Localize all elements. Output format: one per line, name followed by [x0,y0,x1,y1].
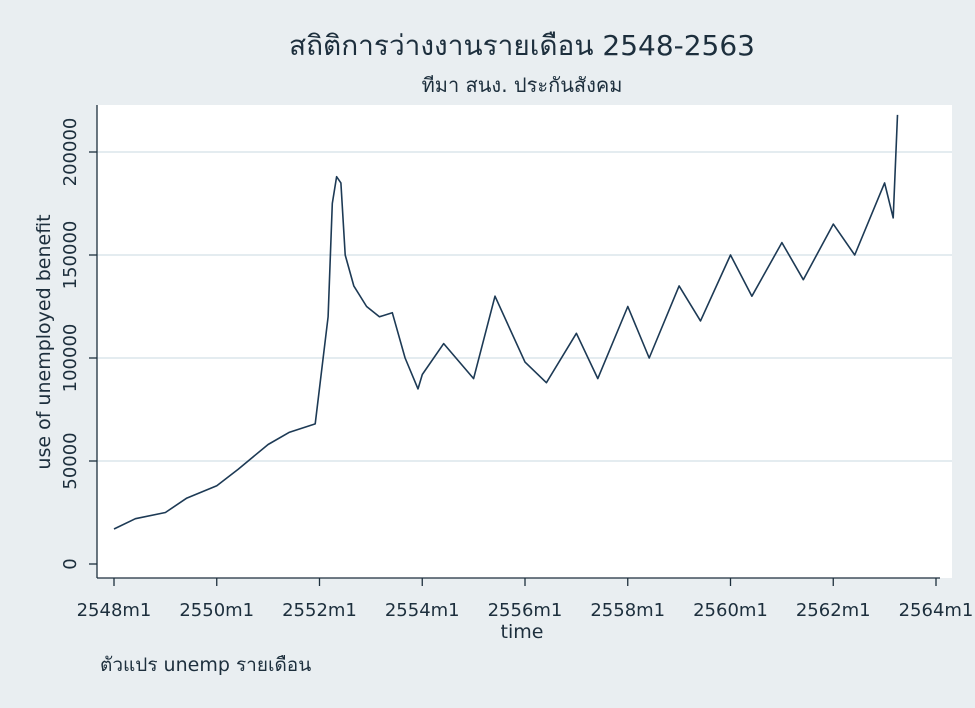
x-tick-label: 2548m1 [77,600,152,621]
y-tick-label: 100000 [60,324,81,393]
series-line-1 [113,114,899,530]
x-axis-label: time [501,621,544,643]
y-axis-label: use of unemployed benefit [33,214,55,469]
y-tick-label: 50000 [60,432,81,489]
x-axis: 2548m1 2550m1 2552m1 2554m1 2556m1 2558m1 2560… [77,577,974,621]
x-tick-label: 2562m1 [796,600,871,621]
y-tick-label: 0 [60,558,81,569]
x-tick-label: 2552m1 [282,600,357,621]
y-axis: 0 50000 100000 150000 200000 [60,105,98,578]
chart-note: ตัวแปร unemp รายเดือน [100,654,311,676]
chart-subtitle: ทีมา สนง. ประกันสังคม [422,73,623,97]
x-tick-label: 2554m1 [385,600,460,621]
x-tick-label: 2560m1 [693,600,768,621]
x-tick-label: 2564m1 [899,600,974,621]
plot-area [97,105,952,578]
x-tick-label: 2556m1 [488,600,563,621]
chart-title: สถิติการว่างงานรายเดือน 2548-2563 [289,29,755,62]
x-tick-label: 2550m1 [179,600,254,621]
y-tick-label: 150000 [60,221,81,290]
x-tick-label: 2558m1 [590,600,665,621]
grid-lines [97,151,952,462]
series-group [113,114,899,530]
y-tick-label: 200000 [60,118,81,187]
